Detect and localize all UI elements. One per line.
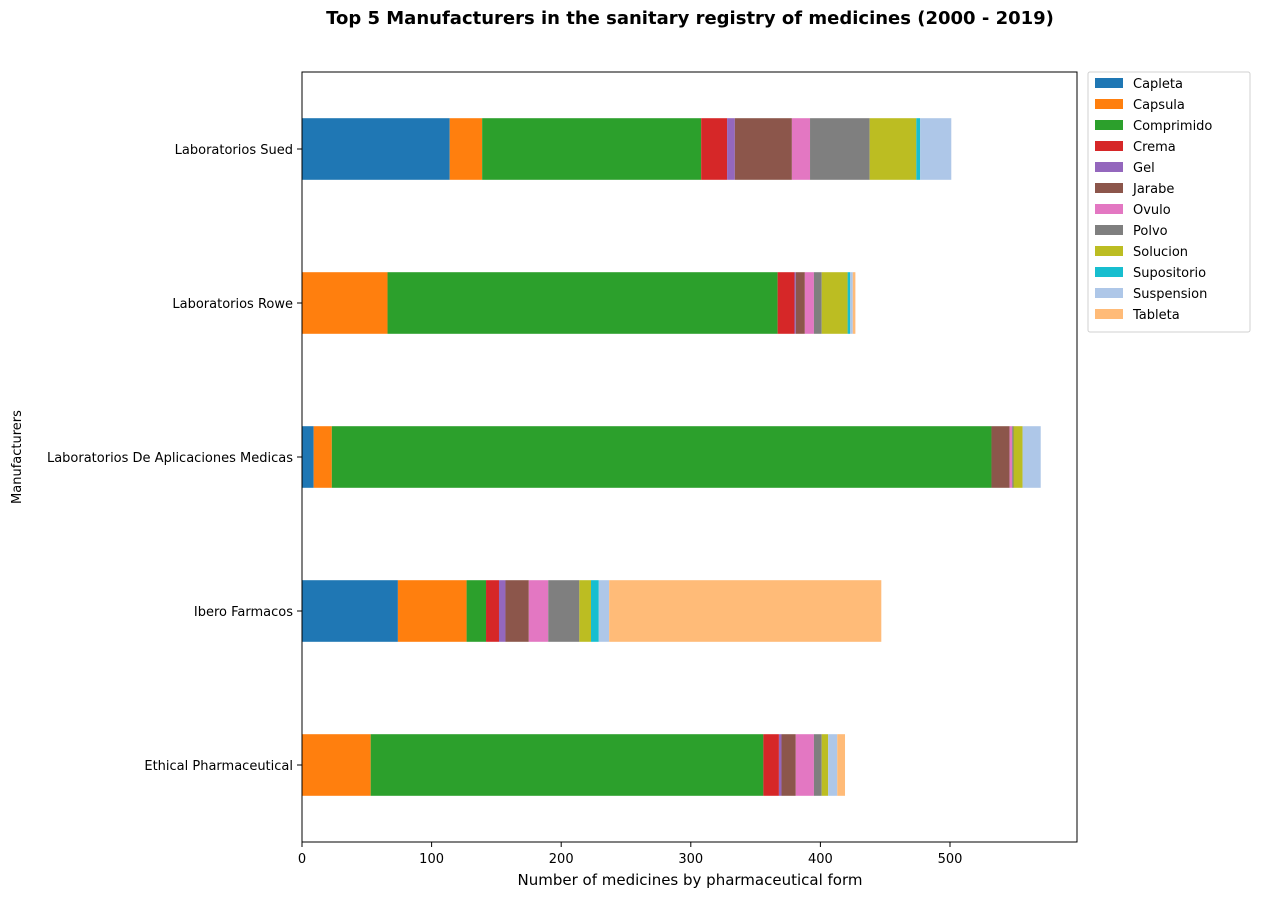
x-tick-label: 0 [298, 852, 306, 867]
bar-gel-0 [778, 734, 782, 796]
y-tick-label: Laboratorios Rowe [172, 297, 293, 312]
bar-jarabe-0 [781, 734, 796, 796]
bar-gel-4 [727, 118, 735, 180]
legend-swatch-capleta [1095, 78, 1123, 88]
legend-label-gel: Gel [1133, 161, 1155, 176]
bar-capleta-2 [302, 426, 314, 488]
bar-ovulo-2 [1009, 426, 1013, 488]
bar-tableta-1 [609, 580, 882, 642]
legend-label-jarabe: Jarabe [1132, 182, 1174, 197]
legend-swatch-tableta [1095, 309, 1123, 319]
legend-label-suspension: Suspension [1133, 287, 1207, 302]
bar-suspension-1 [598, 580, 610, 642]
bar-jarabe-3 [795, 272, 805, 334]
bar-polvo-0 [813, 734, 822, 796]
legend-swatch-polvo [1095, 225, 1123, 235]
bar-tableta-3 [852, 272, 856, 334]
bar-capleta-4 [302, 118, 450, 180]
bar-ovulo-3 [804, 272, 814, 334]
bar-crema-4 [701, 118, 728, 180]
x-axis-label: Number of medicines by pharmaceutical fo… [518, 871, 863, 889]
y-tick-label: Ibero Farmacos [194, 605, 293, 620]
bar-polvo-1 [548, 580, 580, 642]
bar-comprimido-3 [387, 272, 778, 334]
bar-capsula-0 [302, 734, 371, 796]
bar-jarabe-1 [505, 580, 529, 642]
legend-swatch-capsula [1095, 99, 1123, 109]
bar-capsula-1 [397, 580, 467, 642]
legend-label-tableta: Tableta [1132, 308, 1180, 323]
y-axis-label: Manufacturers [10, 410, 25, 504]
bar-comprimido-1 [466, 580, 487, 642]
legend-swatch-supositorio [1095, 267, 1123, 277]
bar-suspension-4 [920, 118, 952, 180]
y-tick-label: Laboratorios Sued [175, 143, 293, 158]
bar-gel-3 [794, 272, 796, 334]
bar-ovulo-1 [528, 580, 549, 642]
legend-label-comprimido: Comprimido [1133, 119, 1212, 134]
bar-capsula-2 [313, 426, 332, 488]
bar-comprimido-4 [482, 118, 702, 180]
legend-label-capleta: Capleta [1133, 77, 1183, 92]
legend-swatch-ovulo [1095, 204, 1123, 214]
bar-ovulo-4 [791, 118, 811, 180]
bar-suspension-0 [828, 734, 838, 796]
bar-polvo-4 [810, 118, 870, 180]
bar-jarabe-2 [991, 426, 1010, 488]
legend-label-crema: Crema [1133, 140, 1176, 155]
bar-polvo-2 [1012, 426, 1014, 488]
bar-crema-0 [763, 734, 779, 796]
bar-capsula-4 [449, 118, 483, 180]
y-tick-label: Laboratorios De Aplicaciones Medicas [47, 451, 293, 466]
bar-solucion-0 [821, 734, 829, 796]
bar-gel-1 [498, 580, 506, 642]
bar-tableta-0 [837, 734, 846, 796]
legend-label-ovulo: Ovulo [1133, 203, 1171, 218]
x-tick-label: 200 [549, 852, 574, 867]
x-tick-label: 300 [678, 852, 703, 867]
legend-label-solucion: Solucion [1133, 245, 1188, 260]
bar-supositorio-3 [847, 272, 851, 334]
bar-ovulo-0 [795, 734, 814, 796]
bar-capleta-1 [302, 580, 398, 642]
bar-suspension-2 [1022, 426, 1041, 488]
bar-suspension-3 [850, 272, 853, 334]
bar-supositorio-1 [591, 580, 599, 642]
legend: Capleta Capsula Comprimido Crema Gel Jarabe Ov… [1087, 71, 1251, 333]
chart-title: Top 5 Manufacturers in the sanitary regi… [326, 8, 1054, 29]
legend-swatch-suspension [1095, 288, 1123, 298]
x-tick-label: 400 [808, 852, 833, 867]
legend-label-capsula: Capsula [1133, 98, 1185, 113]
legend-swatch-jarabe [1095, 183, 1123, 193]
x-tick-label: 100 [419, 852, 444, 867]
bar-solucion-3 [821, 272, 848, 334]
legend-swatch-gel [1095, 162, 1123, 172]
bar-crema-3 [777, 272, 795, 334]
legend-label-supositorio: Supositorio [1133, 266, 1206, 281]
bars-group [302, 118, 1041, 796]
y-tick-label: Ethical Pharmaceutical [144, 759, 293, 774]
legend-frame [1087, 71, 1251, 333]
bar-solucion-2 [1013, 426, 1023, 488]
legend-swatch-crema [1095, 141, 1123, 151]
x-axis: 0 100 200 300 400 500 [298, 842, 963, 867]
x-tick-label: 500 [938, 852, 963, 867]
bar-solucion-4 [869, 118, 917, 180]
bar-jarabe-4 [734, 118, 792, 180]
bar-comprimido-2 [331, 426, 992, 488]
legend-label-polvo: Polvo [1133, 224, 1168, 239]
bar-solucion-1 [579, 580, 592, 642]
legend-swatch-solucion [1095, 246, 1123, 256]
bar-supositorio-4 [916, 118, 921, 180]
legend-swatch-comprimido [1095, 120, 1123, 130]
bar-crema-1 [486, 580, 499, 642]
bar-capsula-3 [302, 272, 388, 334]
bar-polvo-3 [813, 272, 822, 334]
bar-comprimido-0 [370, 734, 764, 796]
y-axis: Ethical Pharmaceutical Ibero Farmacos Labo… [47, 143, 302, 774]
